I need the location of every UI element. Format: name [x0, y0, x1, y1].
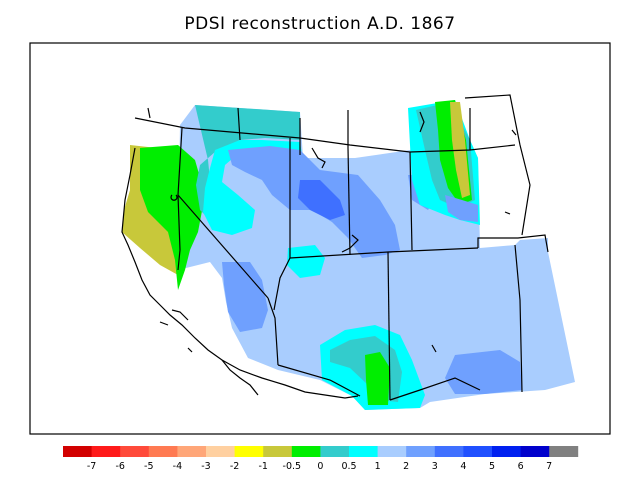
- colorbar-tick-label: -2: [230, 461, 239, 472]
- colorbar-tick-label: 0: [317, 461, 323, 472]
- colorbar-tick-label: -1: [258, 461, 267, 472]
- colorbar-swatch: [549, 446, 579, 457]
- colorbar-tick-label: -5: [144, 461, 153, 472]
- field-mid-ne: [445, 195, 478, 222]
- colorbar-tick-label: -0.5: [283, 461, 302, 472]
- colorbar-tick-label: 4: [460, 461, 466, 472]
- colorbar-swatch: [206, 446, 235, 457]
- field-dark-patch: [298, 180, 345, 220]
- colorbar-swatch: [120, 446, 150, 457]
- map-title: PDSI reconstruction A.D. 1867: [184, 14, 456, 34]
- field-mid-patch-2: [222, 262, 268, 332]
- colorbar-swatch: [377, 446, 407, 457]
- colorbar-swatch: [291, 446, 321, 457]
- field-green-south: [365, 352, 390, 405]
- colorbar-swatch: [234, 446, 264, 457]
- colorbar-tick-label: -3: [201, 461, 210, 472]
- colorbar-tick-label: 0.5: [341, 461, 356, 472]
- colorbar-tick-label: 7: [546, 461, 552, 472]
- colorbar-tick-label: -4: [173, 461, 182, 472]
- colorbar-swatch: [492, 446, 521, 457]
- colorbar-swatch: [520, 446, 550, 457]
- state-borders: [134, 94, 549, 401]
- colorbar-tick-label: -6: [115, 461, 124, 472]
- colorbar-tick-label: 2: [403, 461, 409, 472]
- colorbar-swatch: [63, 446, 92, 457]
- colorbar-tick-label: 6: [518, 461, 524, 472]
- colorbar-swatch: [148, 446, 178, 457]
- lakes-islands: [147, 107, 517, 353]
- colorbar-swatch: [349, 446, 378, 457]
- colorbar-swatch: [463, 446, 493, 457]
- colorbar-tick-label: 3: [432, 461, 438, 472]
- colorbar-swatch: [406, 446, 436, 457]
- field-cyan-spot: [287, 245, 325, 278]
- colorbar-swatch: [177, 446, 207, 457]
- coastline: [121, 147, 359, 399]
- field-green-west: [140, 145, 205, 290]
- colorbar-tick-label: 5: [489, 461, 495, 472]
- field-cyan-north: [203, 140, 302, 235]
- colorbar-swatch: [320, 446, 350, 457]
- colorbar-swatch: [434, 446, 464, 457]
- colorbar-tick-label: 1: [375, 461, 381, 472]
- colorbar-tick-label: -7: [87, 461, 96, 472]
- colorbar-swatch: [91, 446, 121, 457]
- colorbar-swatch: [263, 446, 293, 457]
